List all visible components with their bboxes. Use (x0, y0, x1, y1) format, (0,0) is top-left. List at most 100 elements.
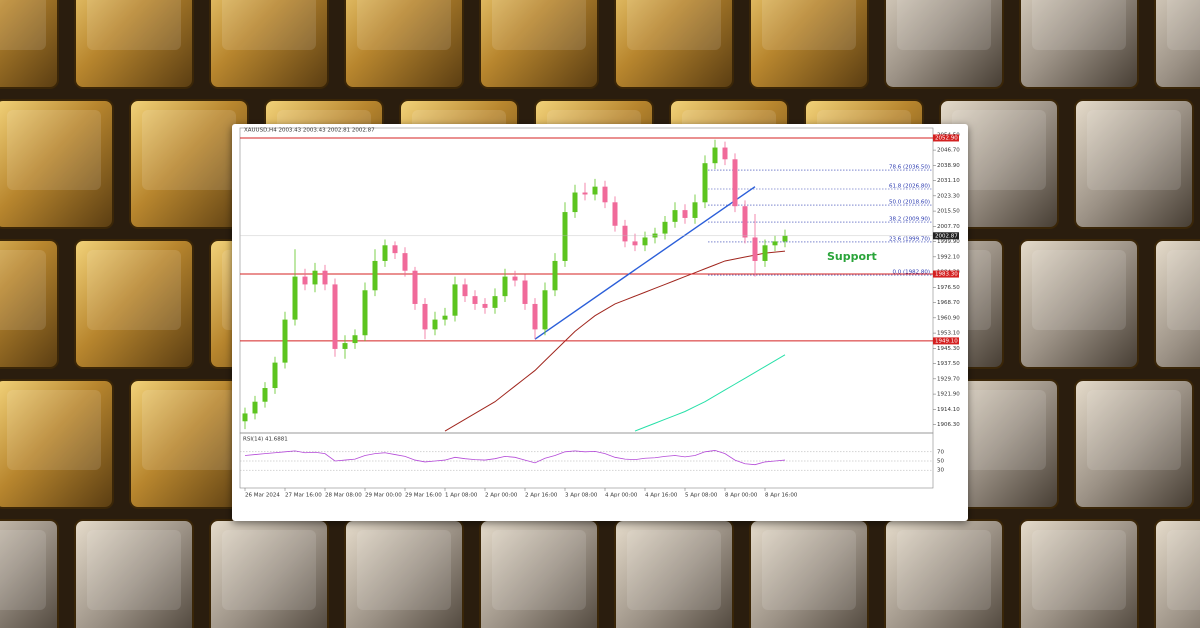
y-tick-label: 1992.10 (937, 254, 960, 260)
gold-bar-top (1032, 530, 1126, 610)
y-tick-label: 1945.30 (937, 346, 960, 352)
level-label: 1983.30 (935, 272, 958, 278)
gold-bar-top (222, 530, 316, 610)
x-tick-label: 29 Mar 16:00 (405, 493, 442, 499)
candle-body (462, 284, 468, 297)
candle-body (342, 343, 348, 349)
candle-body (572, 192, 578, 213)
gold-bar-top (762, 530, 856, 610)
candle-body (512, 276, 518, 281)
x-tick-label: 8 Apr 16:00 (765, 493, 798, 499)
level-label: 2052.90 (935, 135, 958, 141)
trendline (534, 186, 756, 340)
candle-body (782, 235, 788, 242)
gold-bar (344, 0, 464, 89)
y-tick-label: 2038.90 (937, 163, 960, 169)
y-tick-label: 1937.50 (937, 361, 960, 367)
gold-bar-top (1167, 250, 1200, 330)
x-tick-label: 4 Apr 00:00 (605, 493, 638, 499)
gold-bar (749, 0, 869, 89)
candle-body (352, 335, 358, 344)
y-tick-label: 1953.10 (937, 331, 960, 337)
candle-body (492, 296, 498, 308)
candle-body (692, 202, 698, 218)
candle-body (482, 303, 488, 308)
gold-bar (479, 0, 599, 89)
gold-bar (1154, 0, 1200, 89)
gold-bar-top (0, 530, 46, 610)
candle-body (772, 241, 778, 246)
candle-body (742, 206, 748, 238)
x-tick-label: 27 Mar 16:00 (285, 493, 322, 499)
y-tick-label: 1914.10 (937, 407, 960, 413)
rsi-line (244, 450, 786, 466)
candle-body (442, 315, 448, 320)
x-tick-label: 29 Mar 00:00 (365, 493, 402, 499)
candle-body (422, 303, 428, 330)
candle-body (322, 270, 328, 285)
gold-bar (1019, 0, 1139, 89)
candle-body (252, 401, 258, 414)
gold-bar-top (142, 390, 236, 470)
gold-bar-top (87, 250, 181, 330)
gold-bar-top (142, 110, 236, 190)
fib-label: 50.0 (2018.60) (889, 200, 930, 206)
last-price-box (933, 232, 959, 240)
level-label: 1949.10 (935, 338, 958, 344)
candle-body (362, 290, 368, 336)
fib-label: 78.6 (2036.50) (889, 165, 930, 171)
gold-bar-top (627, 0, 721, 50)
gold-bar-top (897, 0, 991, 50)
gold-bar (1154, 239, 1200, 369)
gold-bar-top (952, 110, 1046, 190)
y-tick-label: 1921.90 (937, 392, 960, 398)
plot: 2054.502046.702038.902031.102023.302015.… (239, 127, 960, 499)
gold-bar (614, 0, 734, 89)
x-tick-label: 5 Apr 08:00 (685, 493, 718, 499)
candle-body (452, 284, 458, 316)
gold-bar-top (0, 0, 46, 50)
candle-body (562, 212, 568, 261)
rsi-frame (239, 432, 934, 489)
gold-bar-top (897, 530, 991, 610)
y-tick-label: 1906.30 (937, 422, 960, 428)
gold-bar (74, 239, 194, 369)
y-tick-label: 2007.70 (937, 224, 960, 230)
fib-label: 61.8 (2026.80) (889, 184, 930, 190)
moving-average (634, 354, 786, 432)
rsi-tick-label: 30 (937, 468, 944, 474)
gold-bar (884, 0, 1004, 89)
gold-bar (0, 99, 114, 229)
candle-body (722, 147, 728, 160)
last-price-label: 2002.87 (935, 233, 958, 239)
x-tick-label: 2 Apr 00:00 (485, 493, 518, 499)
gold-bar-top (357, 0, 451, 50)
candle-body (662, 221, 668, 234)
chart-title: XAUUSD,H4 2003.43 2003.43 2002.81 2002.8… (244, 128, 375, 134)
moving-average (444, 250, 786, 432)
candle-body (552, 260, 558, 291)
candle-body (702, 163, 708, 203)
candle-body (632, 241, 638, 246)
candle-body (602, 186, 608, 203)
candle-body (732, 159, 738, 207)
gold-bar-top (1032, 250, 1126, 330)
y-tick-label: 1968.70 (937, 300, 960, 306)
candle-body (652, 233, 658, 238)
candle-body (392, 245, 398, 254)
candle-body (592, 186, 598, 195)
candle-body (612, 202, 618, 226)
gold-bar-top (0, 250, 46, 330)
support-annotation: Support (827, 250, 877, 263)
candle-body (312, 270, 318, 285)
x-tick-label: 26 Mar 2024 (245, 493, 280, 499)
gold-bar-top (87, 0, 181, 50)
gold-bar (209, 0, 329, 89)
y-tick-label: 2023.30 (937, 193, 960, 199)
gold-bar-top (87, 530, 181, 610)
gold-bar-top (492, 0, 586, 50)
candle-body (672, 210, 678, 222)
gold-bar (0, 239, 59, 369)
gold-bar-top (357, 530, 451, 610)
